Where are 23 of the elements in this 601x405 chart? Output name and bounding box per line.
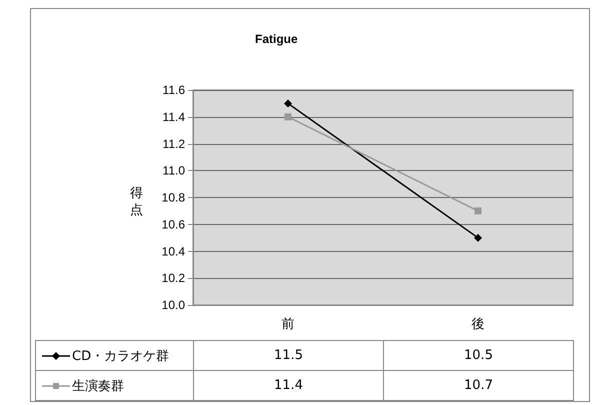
data-label: 11.5 [194,340,384,370]
y-axis-title: 得点 [130,185,144,219]
data-label: 10.5 [384,340,574,370]
legend-label: CD・カラオケ群 [72,348,170,364]
y-tick-label: 11.6 [162,83,186,97]
y-tick-label: 10.2 [162,271,186,286]
point [474,234,482,242]
data-label: 11.4 [194,370,384,400]
point [284,113,292,120]
x-tick-label: 前 [282,316,294,331]
point [284,99,292,108]
y-tick-label: 11.0 [162,164,186,178]
y-tick-label: 10.8 [162,190,186,204]
y-tick-label: 10.0 [162,298,186,312]
point [474,207,482,214]
legend-label: 生演奏群 [72,378,124,394]
y-tick-label: 11.2 [162,136,186,151]
y-tick-label: 11.4 [162,110,186,124]
data-label: 10.7 [384,370,574,400]
y-tick-label: 10.4 [162,244,186,258]
y-tick-label: 10.6 [162,217,186,232]
x-tick-label: 後 [472,316,484,331]
chart-title: Fatigue [255,32,298,46]
